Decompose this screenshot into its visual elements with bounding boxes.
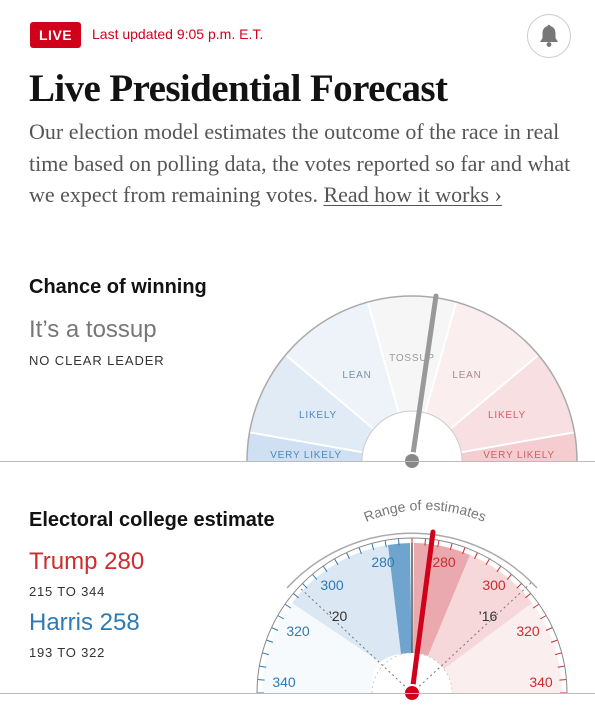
description-text: Our election model estimates the outcome…	[29, 119, 571, 207]
ec-tick	[334, 558, 339, 566]
ec-tick	[384, 540, 387, 548]
ec-2016-marker-line	[411, 582, 532, 694]
ec-tick	[271, 627, 279, 631]
ec-tick	[277, 615, 285, 620]
gauge-wedge-rep-lean	[425, 302, 539, 429]
bell-icon	[540, 24, 558, 47]
ec-tick	[474, 552, 478, 560]
ec-marker-2020: ’20	[329, 608, 348, 624]
range-of-estimates-arc	[286, 532, 538, 589]
ec-scale-right-320: 320	[516, 623, 540, 639]
gauge-wedge-dem-likely	[249, 355, 374, 453]
ec-tick	[525, 593, 532, 599]
ec-scale-left-340: 340	[272, 674, 296, 690]
ec-wedge-rep-outer	[444, 603, 562, 693]
ec-tick	[292, 593, 299, 599]
trump-estimate: Trump 280	[29, 548, 145, 575]
ec-tick	[554, 652, 562, 656]
gauge-label-dem-lean: LEAN	[342, 370, 371, 381]
ec-tick-marks	[257, 538, 567, 694]
ec-needle	[409, 529, 436, 696]
gauge-label-tossup: TOSSUP	[389, 353, 435, 364]
trump-range: 215 TO 344	[29, 584, 106, 599]
ec-wedge-dem-core	[388, 543, 412, 654]
ec-tick	[312, 573, 318, 580]
ec-tick	[284, 603, 292, 609]
ec-tick	[358, 547, 362, 555]
ec-wedge-dem-outer	[262, 603, 380, 693]
last-updated-text: Last updated 9:05 p.m. E.T.	[92, 26, 264, 42]
ec-outer-arc	[256, 537, 568, 694]
forecast-status: It’s a tossup	[29, 316, 157, 343]
ec-tick	[371, 543, 375, 551]
ec-tick	[485, 558, 490, 566]
harris-range: 193 TO 322	[29, 645, 106, 660]
ec-2020-marker-line	[298, 586, 413, 694]
ec-marker-2016: ’16	[479, 608, 498, 624]
ec-tick	[262, 652, 270, 656]
gauge-label-rep-very-likely: VERY LIKELY	[483, 450, 555, 461]
ec-tick	[346, 552, 350, 560]
gauge-wedge-rep-likely	[450, 355, 575, 453]
electoral-college-heading: Electoral college estimate	[29, 509, 275, 531]
chance-needle	[409, 293, 439, 464]
ec-tick	[496, 565, 502, 573]
live-badge: LIVE	[30, 22, 82, 48]
ec-tick	[302, 583, 308, 589]
ec-scale-left-300: 300	[320, 577, 344, 593]
ec-tick	[266, 639, 274, 643]
gauge-outline	[246, 295, 578, 462]
ec-tick	[506, 573, 512, 580]
ec-wedge-dem-range	[292, 545, 401, 662]
range-of-estimates-label: Range of estimates	[361, 497, 488, 525]
ec-tick	[462, 547, 466, 555]
ec-tick	[539, 615, 547, 620]
ec-tick	[398, 538, 400, 546]
ec-tick	[449, 543, 453, 551]
forecast-status-sub: NO CLEAR LEADER	[29, 353, 165, 368]
ec-tick	[257, 679, 265, 681]
notification-bell-button[interactable]	[527, 14, 571, 58]
ec-scale-left-320: 320	[286, 623, 310, 639]
harris-estimate: Harris 258	[29, 609, 140, 636]
ec-tick	[424, 538, 426, 546]
ec-scale-left-280: 280	[371, 554, 395, 570]
chance-baseline	[0, 461, 595, 462]
ec-scale-right-340: 340	[529, 674, 553, 690]
ec-scale-right-280: 280	[432, 554, 456, 570]
ec-tick	[559, 679, 567, 681]
gauge-label-dem-likely: LIKELY	[299, 410, 337, 421]
chance-of-winning-heading: Chance of winning	[29, 276, 207, 298]
description: Our election model estimates the outcome…	[29, 116, 577, 211]
ec-tick	[545, 627, 553, 631]
gauge-label-dem-very-likely: VERY LIKELY	[270, 450, 342, 461]
gauge-separators	[249, 301, 575, 454]
ec-wedge-rep-range	[428, 555, 532, 669]
ec-tick	[516, 583, 522, 589]
gauge-wedge-dem-very-likely	[246, 432, 363, 461]
gauge-label-rep-likely: LIKELY	[488, 410, 526, 421]
ec-tick	[550, 639, 558, 643]
ec-scale-right-300: 300	[482, 577, 506, 593]
electoral-baseline	[0, 693, 595, 694]
ec-tick	[259, 665, 267, 668]
ec-tick	[322, 565, 328, 573]
gauge-wedge-rep-very-likely	[461, 432, 577, 461]
page-title: Live Presidential Forecast	[29, 67, 448, 110]
ec-tick	[532, 603, 540, 609]
ec-tick	[437, 540, 440, 548]
ec-tick	[557, 665, 565, 668]
gauge-wedge-dem-lean	[285, 302, 399, 429]
read-how-it-works-link[interactable]: Read how it works ›	[323, 182, 502, 207]
gauge-inner-outline	[361, 410, 463, 462]
gauge-label-rep-lean: LEAN	[452, 370, 481, 381]
